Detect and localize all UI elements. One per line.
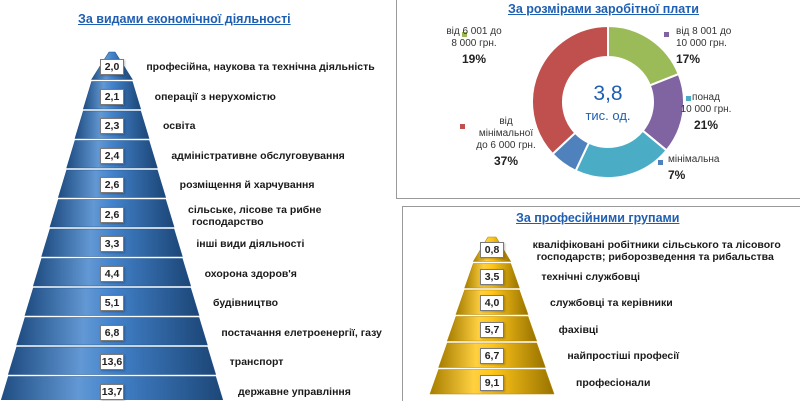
activity-category-label: професійна, наукова та технічна діяльніс… (146, 61, 375, 73)
professional-category-label: господарств; риборозведення та рибальств… (536, 251, 774, 263)
activity-value-label: 2,6 (100, 177, 124, 193)
activity-category-label: інші види діяльності (196, 238, 305, 250)
activity-value-label: 13,7 (100, 383, 124, 400)
salary-slice-label: 10 000 грн. (681, 104, 732, 115)
activity-value-label: 13,6 (100, 354, 124, 370)
activity-pyramid-chart (0, 51, 224, 400)
professional-value-label: 4,0 (480, 295, 504, 311)
activity-category-label: державне управління (238, 385, 351, 398)
activity-category-label: охорона здоров'я (204, 267, 297, 280)
professional-value-label: 3,5 (480, 268, 504, 285)
salary-legend-marker (462, 32, 467, 37)
professional-value-label: 0,8 (480, 242, 504, 258)
salary-slice-label: мінімальна (668, 154, 720, 165)
activity-value-label: 2,6 (100, 206, 124, 223)
salary-percent-label: 21% (694, 118, 718, 132)
salary-slice-label: 8 000 грн. (451, 38, 496, 49)
activity-category-label: сільське, лісове та рибне (188, 203, 322, 216)
professional-value-label: 5,7 (480, 321, 504, 338)
salary-panel-frame (396, 0, 800, 199)
activity-value-label: 4,4 (100, 265, 124, 282)
professional-value-label: 6,7 (480, 348, 504, 364)
professional-value-label: 9,1 (480, 374, 504, 391)
activity-category-label: будівництво (213, 297, 279, 309)
activity-value-label: 6,8 (100, 324, 124, 341)
salary-legend-marker (658, 160, 663, 165)
salary-panel-title: За розмірами заробітної плати (508, 2, 699, 16)
professional-category-label: професіонали (576, 376, 651, 389)
activity-value-label: 5,1 (100, 295, 124, 311)
salary-legend-marker (686, 96, 691, 101)
salary-center-value: 3,8 (593, 82, 622, 105)
activity-category-label: господарство (192, 215, 264, 228)
salary-percent-label: 7% (668, 168, 686, 182)
activity-category-label: операції з нерухомістю (154, 90, 276, 103)
professional-category-label: фахівці (558, 323, 599, 336)
salary-slice-label: від (499, 116, 513, 127)
salary-center-unit: тис. од. (585, 108, 630, 123)
activity-category-label: транспорт (229, 356, 284, 368)
activity-category-label: розміщення й харчування (179, 179, 315, 191)
salary-slice-label: від 8 001 до (676, 26, 732, 37)
activity-value-label: 2,0 (100, 59, 124, 75)
activity-panel-title: За видами економічної діяльності (78, 12, 291, 26)
professional-category-label: найпростіші професії (567, 350, 680, 362)
salary-slice-label: від 6 001 до (446, 26, 502, 37)
salary-legend-marker (664, 32, 669, 37)
activity-value-label: 2,1 (100, 88, 124, 105)
salary-percent-label: 19% (462, 52, 486, 66)
salary-donut-slice (531, 24, 609, 156)
salary-slice-label: мінімальної (479, 128, 533, 139)
activity-category-label: адміністративне обслуговування (171, 149, 345, 162)
activity-value-label: 3,3 (100, 236, 124, 252)
salary-slice-label: понад (692, 92, 720, 103)
professional-panel-frame (402, 206, 800, 401)
salary-percent-label: 17% (676, 52, 700, 66)
activity-category-label: освіта (163, 120, 196, 132)
salary-slice-label: 10 000 грн. (676, 38, 727, 49)
professional-category-label: службовці та керівники (550, 297, 673, 309)
salary-donut-chart: від 6 001 до8 000 грн.19%від 8 001 до10 … (446, 24, 732, 182)
activity-value-label: 2,3 (100, 118, 124, 134)
salary-percent-label: 37% (494, 154, 518, 168)
professional-panel-title: За професійними групами (516, 211, 680, 225)
professional-category-label: технічні службовці (541, 270, 641, 283)
salary-legend-marker (460, 124, 465, 129)
activity-category-label: постачання елетроенергії, газу (221, 326, 382, 339)
professional-category-label: кваліфіковані робітники сільського та лі… (532, 239, 781, 251)
salary-slice-label: до 6 000 грн. (476, 140, 536, 151)
activity-value-label: 2,4 (100, 147, 124, 164)
